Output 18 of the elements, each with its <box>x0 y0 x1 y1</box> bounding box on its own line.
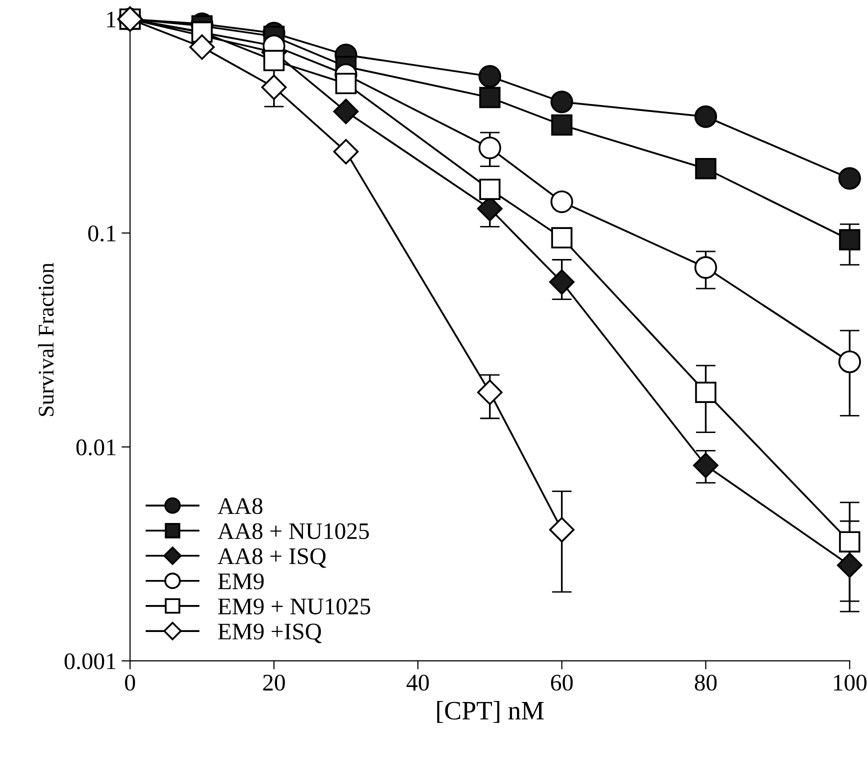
legend-label: AA8 + ISQ <box>218 548 326 568</box>
legend-label: EM9 <box>218 573 264 590</box>
x-tick-label: 60 <box>551 674 573 691</box>
x-tick-label: 0 <box>125 674 136 691</box>
y-tick-label: 1 <box>107 12 116 28</box>
x-tick-label: 100 <box>834 674 866 691</box>
x-axis-title: [CPT] nM <box>437 701 544 723</box>
x-tick-label: 40 <box>406 674 429 691</box>
y-tick-label: 0.01 <box>76 439 116 456</box>
y-axis-title: Survival Fraction <box>38 262 54 416</box>
legend-label: EM9 + NU1025 <box>218 598 370 614</box>
y-tick-label: 0.001 <box>64 653 116 670</box>
y-tick-label: 0.1 <box>88 226 116 242</box>
x-tick-label: 20 <box>263 674 285 691</box>
x-tick-label: 80 <box>694 674 717 691</box>
legend-label: AA8 <box>218 498 262 514</box>
legend-label: AA8 + NU1025 <box>218 523 369 540</box>
legend-label: EM9 +ISQ <box>218 624 322 644</box>
